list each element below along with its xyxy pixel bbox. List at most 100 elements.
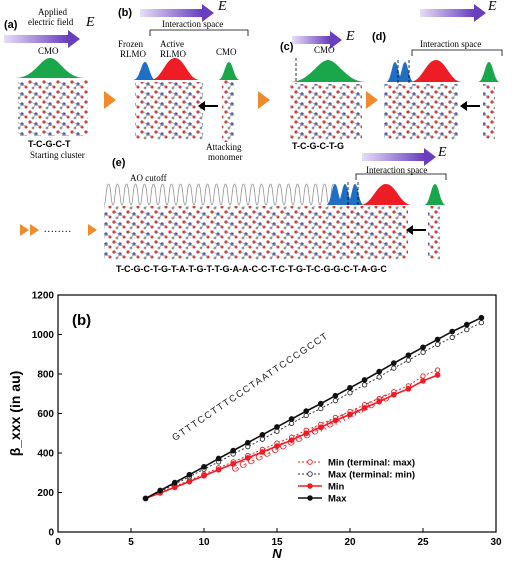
series-point-3 [405,352,412,359]
series-point-2 [361,405,368,411]
cmo-label-b: CMO [216,47,237,57]
series-point-2 [201,472,207,479]
cmo-orbital-c [290,60,366,82]
frozen-rlmo-e3 [346,184,364,205]
monomer-e [428,206,440,260]
series-line-1 [145,322,482,499]
field-arrow-b [140,4,214,22]
series-point-2 [215,466,222,473]
legend-label-3: Max [328,494,347,505]
series-point-1 [361,382,368,388]
series-point-1 [478,319,485,326]
interaction-label-d: Interaction space [420,39,482,49]
cmo-label-a: CMO [38,46,59,56]
process-arrow-4 [20,224,29,236]
panel-b-label: (b) [118,7,133,19]
frozen-label-2: RLMO [120,49,147,59]
molecule-c [290,84,362,140]
series-point-1 [318,405,324,412]
series-point-3 [361,377,368,383]
series-point-2 [259,449,266,455]
series-point-3 [463,321,470,328]
x-tick-label: 15 [271,537,283,548]
molecule-e [104,206,408,260]
process-arrow-3 [366,91,378,109]
legend-marker-3 [307,495,313,501]
frozen-label-1: Frozen [118,39,143,49]
legend-marker-0 [307,459,313,465]
series-point-1 [434,341,441,348]
cmo-orbital-e [424,184,446,205]
attack-arrow-e [406,225,426,235]
field-symbol-a: E [86,15,95,30]
attack-arrow-d [460,101,480,111]
series-point-3 [201,463,207,470]
y-axis-label: β_xxx (in au) [7,371,23,457]
active-label-2: RLMO [160,49,187,59]
series-point-2 [274,443,280,449]
active-label-1: Active [160,39,184,49]
series-point-2 [317,424,324,431]
series-point-3 [186,471,193,478]
x-tick-label: 30 [490,537,502,548]
legend-marker-2 [307,483,313,489]
ao-cutoff-orbitals [103,183,339,206]
series-point-3 [434,336,441,343]
series-point-3 [317,400,324,407]
series-point-3 [478,314,485,321]
series-point-2 [288,437,295,444]
series-point-3 [230,447,237,454]
y-tick-label: 200 [37,488,54,499]
sequence-c: T-C-G-C-T-G [292,141,344,151]
y-tick-label: 600 [37,409,54,420]
x-tick-label: 10 [198,537,210,548]
y-tick-label: 800 [37,370,54,381]
y-tick-label: 400 [37,449,54,460]
molecule-b [135,82,203,140]
series-point-3 [347,384,353,391]
series-point-3 [303,408,310,414]
interaction-label-e: Interaction space [366,165,428,175]
field-symbol-e: E [438,145,447,160]
cmo-orbital-d [478,62,500,82]
x-tick-label: 5 [128,537,134,548]
series-point-3 [142,495,149,502]
series-point-2 [405,385,412,392]
legend-marker-1 [307,471,313,477]
series-point-3 [332,392,339,399]
series-point-0 [434,367,441,373]
ao-cutoff-label: AO cutoff [130,173,167,183]
series-point-3 [244,439,251,446]
attacking-label-2: monomer [208,152,243,162]
x-tick-label: 20 [344,537,356,548]
series-point-1 [420,349,426,355]
series-point-2 [390,391,397,398]
series-point-1 [464,326,470,333]
field-arrow-d [420,4,486,22]
field-symbol-c: E [346,29,355,44]
field-arrow-c [292,31,342,49]
frozen-rlmo-b [133,62,156,80]
legend-label-0: Min (terminal: max) [328,458,415,469]
cmo-orbital-a [15,58,85,78]
caption-starting-cluster: Starting cluster [30,150,85,160]
field-arrow-e [362,148,436,166]
active-rlmo-d [410,60,462,82]
series-point-3 [274,424,280,430]
series-point-3 [215,455,222,462]
series-point-2 [303,430,310,437]
series-point-3 [376,368,383,375]
series-point-3 [449,328,456,335]
series-point-2 [244,455,251,461]
series-point-0 [420,373,426,379]
process-arrow-1 [104,91,116,109]
y-tick-label: 1200 [32,291,55,302]
sequence-a: T-C-G-C-T [28,139,71,149]
legend-label-2: Min [328,482,345,493]
field-symbol-b: E [218,0,227,14]
y-tick-label: 1000 [32,330,55,341]
series-point-2 [347,411,353,418]
series-point-2 [420,378,426,384]
sequence-e: T-C-G-C-T-G-T-A-T-G-T-T-G-A-A-C-C-T-C-T-… [116,264,387,274]
